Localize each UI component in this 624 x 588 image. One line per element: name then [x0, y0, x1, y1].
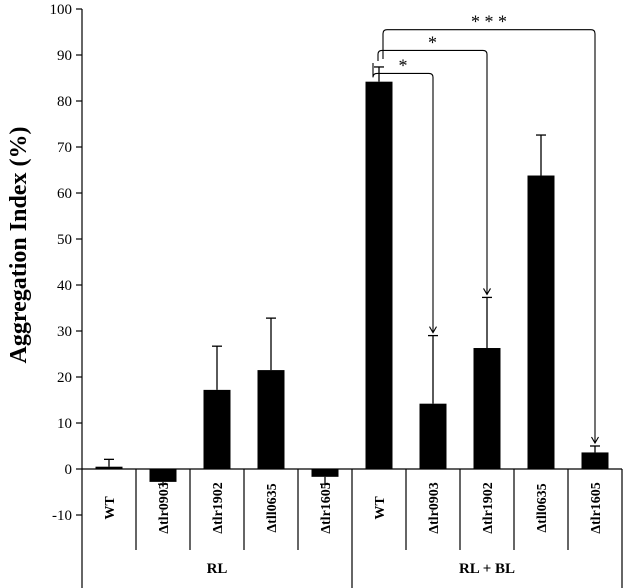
y-tick-label: 10 — [57, 416, 72, 432]
bar — [419, 403, 447, 469]
error-bars — [104, 66, 600, 485]
category-label: Δtlr1902 — [211, 482, 226, 534]
category-label: Δtlr0903 — [157, 482, 172, 534]
bar — [95, 466, 123, 469]
category-label: Δtlr1605 — [589, 482, 604, 534]
category-label: WT — [103, 496, 118, 520]
y-tick-label: 30 — [57, 324, 72, 340]
y-tick-label: 70 — [57, 140, 72, 156]
y-axis-title-group: Aggregation Index (%) — [6, 127, 32, 364]
category-label: WT — [373, 496, 388, 520]
y-tick-label: 50 — [57, 232, 72, 248]
bar — [149, 469, 177, 482]
y-axis-title: Aggregation Index (%) — [6, 127, 32, 364]
y-tick-label: 100 — [50, 2, 73, 18]
bar — [365, 81, 393, 470]
y-tick-label: 80 — [57, 94, 72, 110]
y-tick-label: -10 — [52, 508, 72, 524]
y-tick-label: 60 — [57, 186, 72, 202]
bar — [203, 389, 231, 469]
significance-label: * * * — [471, 12, 507, 32]
bar — [581, 452, 609, 469]
category-label: Δtll0635 — [535, 483, 550, 532]
significance-brackets: * * * * * — [372, 12, 599, 445]
axes: -10 0 10 20 30 40 50 60 70 80 90 100 — [50, 2, 623, 588]
significance-arrowhead — [483, 288, 491, 296]
y-tick-label: 90 — [57, 48, 72, 64]
group-label: RL + BL — [459, 561, 515, 577]
significance-bracket — [377, 49, 488, 295]
bars — [95, 81, 609, 482]
bar — [473, 348, 501, 469]
category-labels: WT Δtlr0903 Δtlr1902 Δtll0635 Δtlr1605 WT Δtlr… — [103, 482, 604, 577]
category-label: Δtlr0903 — [427, 482, 442, 534]
y-tick-label: 0 — [65, 462, 73, 478]
significance-bracket — [372, 62, 434, 333]
group-label: RL — [207, 561, 228, 577]
y-tick-label: 40 — [57, 278, 72, 294]
category-label: Δtll0635 — [265, 483, 280, 532]
significance-bracket — [382, 29, 596, 443]
significance-arrowhead — [429, 326, 437, 334]
significance-arrowhead — [591, 436, 599, 445]
category-label: Δtlr1902 — [481, 482, 496, 534]
significance-label: * — [428, 32, 437, 52]
bar — [527, 175, 555, 469]
y-tick-label: 20 — [57, 370, 72, 386]
bar — [311, 469, 339, 477]
bar — [257, 370, 285, 469]
category-label: Δtlr1605 — [319, 482, 334, 534]
significance-label: * — [399, 55, 408, 75]
